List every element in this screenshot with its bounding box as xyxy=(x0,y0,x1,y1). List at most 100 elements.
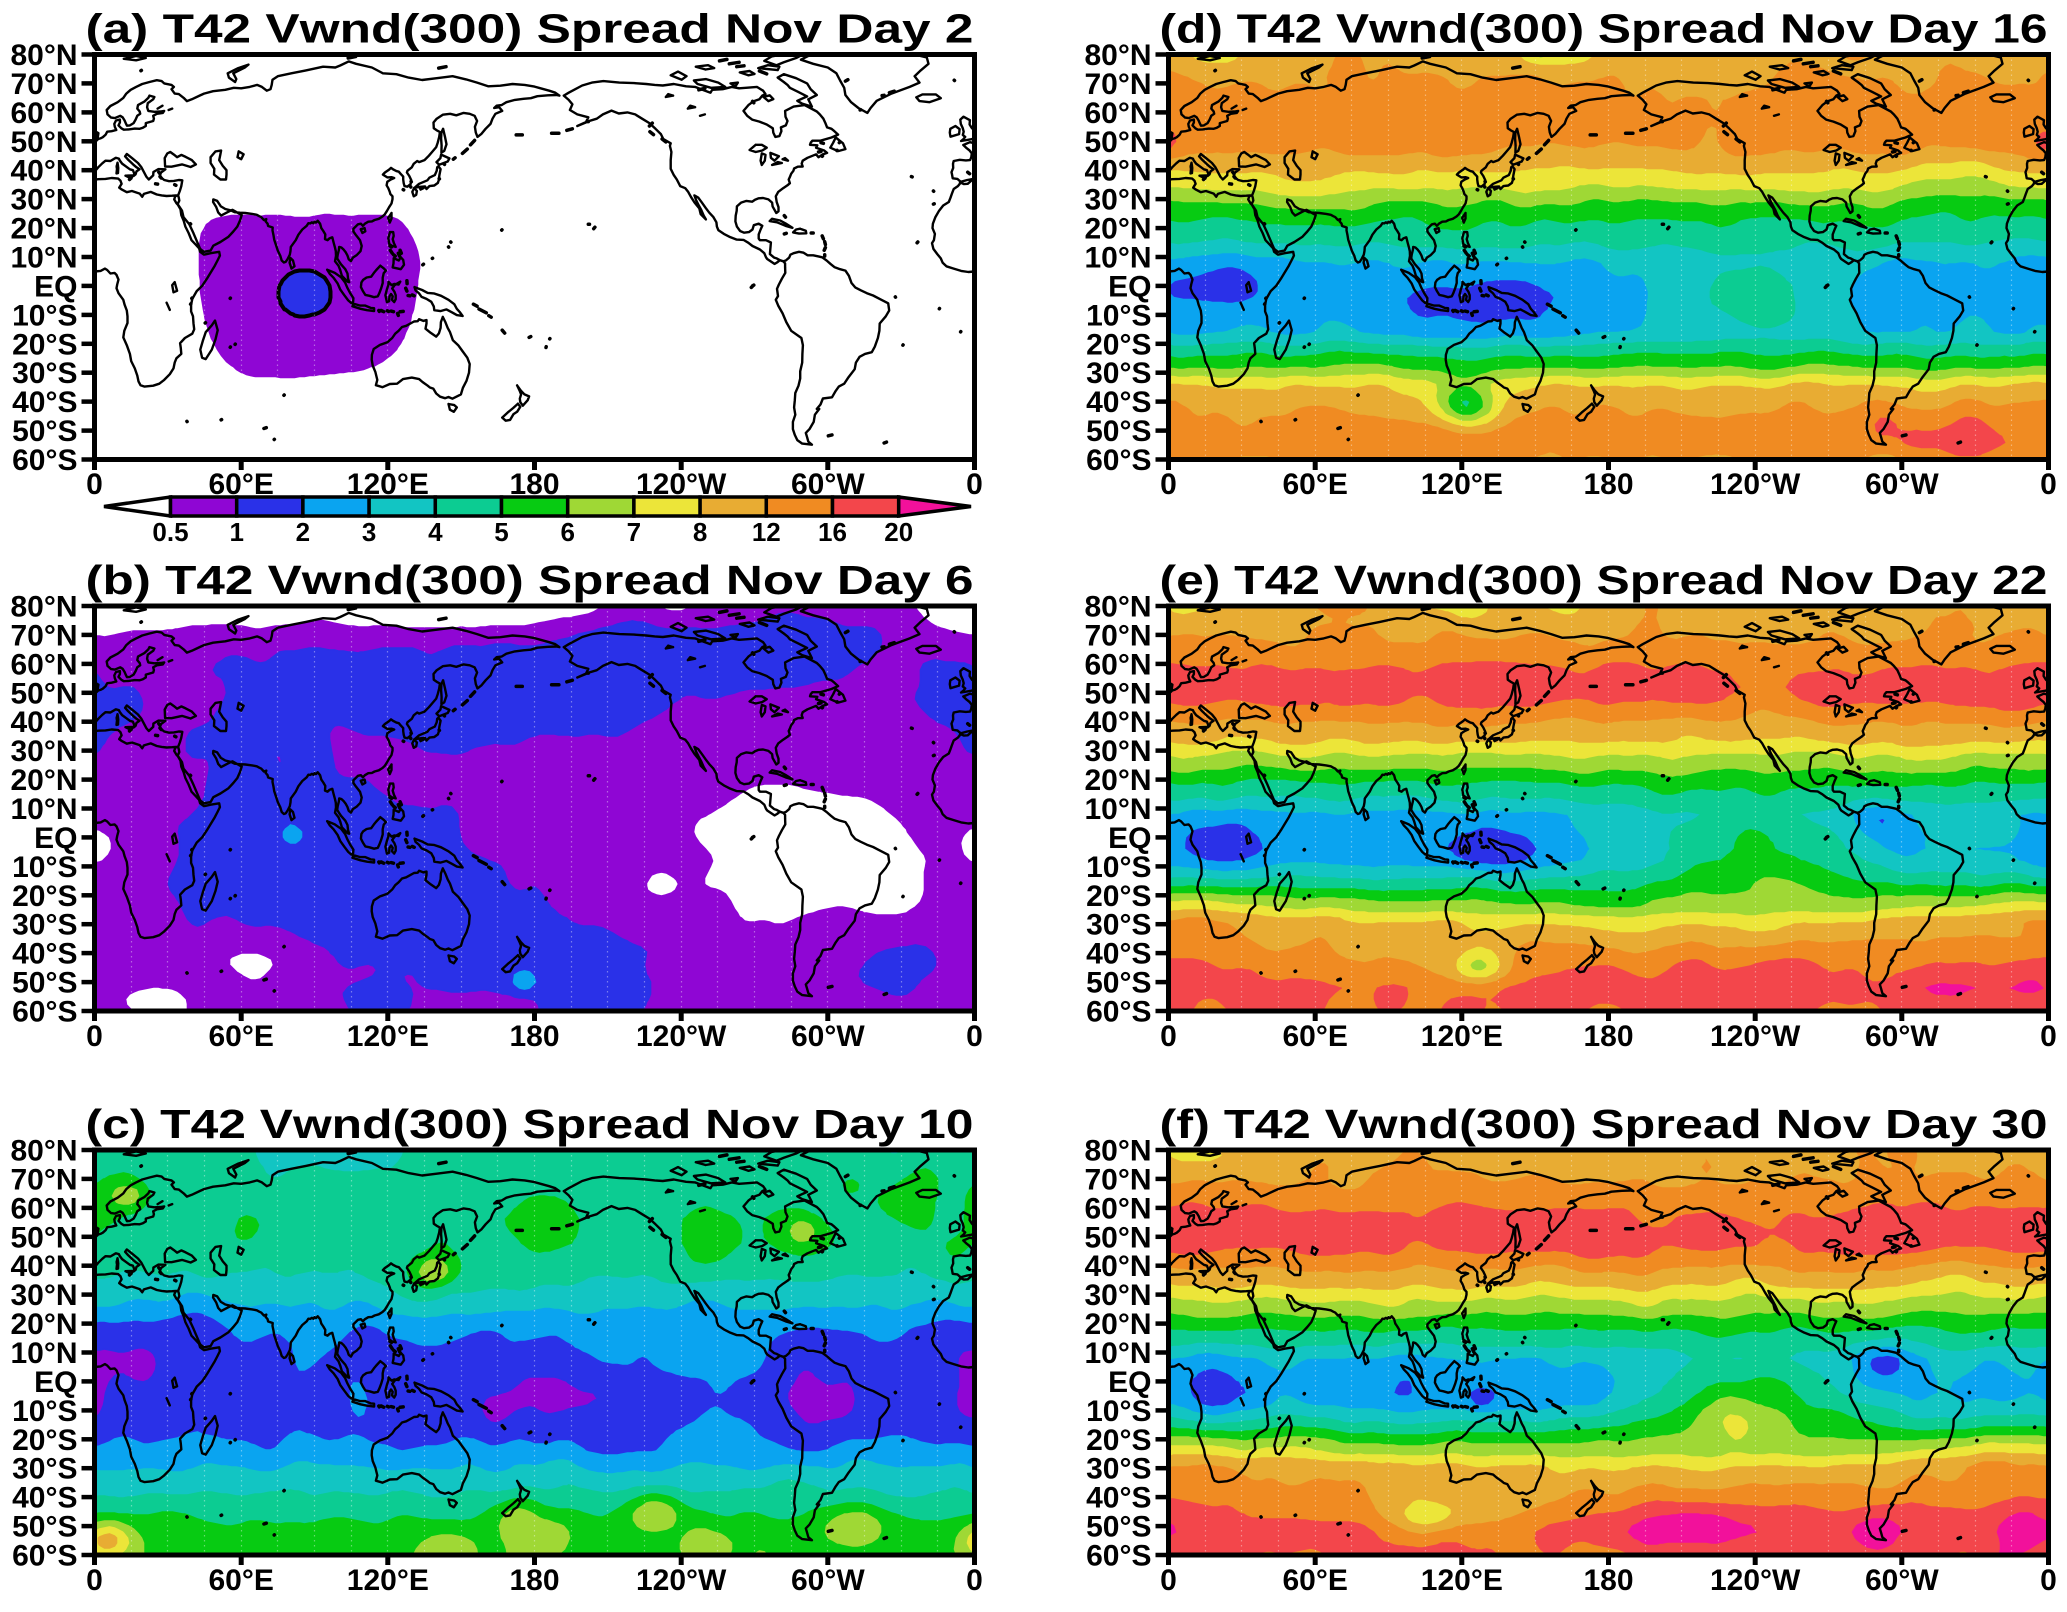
svg-text:60°S: 60°S xyxy=(12,444,77,477)
svg-text:40°N: 40°N xyxy=(1084,155,1151,188)
svg-text:40°S: 40°S xyxy=(12,1482,77,1515)
svg-text:40°N: 40°N xyxy=(1084,706,1151,739)
svg-text:(f) T42 Vwnd(300) Spread Nov D: (f) T42 Vwnd(300) Spread Nov Day 30 xyxy=(1160,1101,2048,1147)
svg-text:70°N: 70°N xyxy=(1084,619,1151,652)
svg-text:30°S: 30°S xyxy=(1086,909,1151,942)
svg-text:80°N: 80°N xyxy=(10,591,77,624)
svg-text:0: 0 xyxy=(2040,1564,2057,1597)
svg-text:40°S: 40°S xyxy=(1086,386,1151,419)
svg-text:40°S: 40°S xyxy=(12,938,77,971)
svg-text:EQ: EQ xyxy=(1108,1366,1151,1399)
svg-text:50°S: 50°S xyxy=(12,967,77,1000)
svg-text:10°N: 10°N xyxy=(10,242,77,275)
svg-text:180: 180 xyxy=(509,1564,559,1597)
svg-text:10°N: 10°N xyxy=(10,1337,77,1370)
svg-text:30°N: 30°N xyxy=(10,735,77,768)
svg-text:50°S: 50°S xyxy=(12,415,77,448)
svg-text:6: 6 xyxy=(560,517,574,547)
svg-text:70°N: 70°N xyxy=(10,1163,77,1196)
svg-text:5: 5 xyxy=(494,517,508,547)
svg-text:30°N: 30°N xyxy=(10,1279,77,1312)
svg-text:10°N: 10°N xyxy=(10,793,77,826)
svg-text:60°W: 60°W xyxy=(1865,1020,1939,1053)
svg-text:60°N: 60°N xyxy=(10,648,77,681)
svg-text:70°N: 70°N xyxy=(1084,68,1151,101)
svg-text:20°S: 20°S xyxy=(12,328,77,361)
svg-text:50°N: 50°N xyxy=(1084,1221,1151,1254)
svg-text:30°N: 30°N xyxy=(10,184,77,217)
svg-text:0: 0 xyxy=(1160,468,1177,501)
svg-text:0: 0 xyxy=(86,1020,103,1053)
svg-text:60°E: 60°E xyxy=(209,1564,274,1597)
svg-text:120°W: 120°W xyxy=(636,1020,727,1053)
svg-text:20°N: 20°N xyxy=(1084,213,1151,246)
svg-text:0: 0 xyxy=(2040,468,2057,501)
svg-text:120°W: 120°W xyxy=(1710,468,1801,501)
svg-text:20°S: 20°S xyxy=(1086,328,1151,361)
svg-text:20: 20 xyxy=(884,517,913,547)
svg-text:120°E: 120°E xyxy=(1421,468,1503,501)
svg-text:80°N: 80°N xyxy=(1084,39,1151,72)
svg-text:60°W: 60°W xyxy=(1865,1564,1939,1597)
svg-text:0: 0 xyxy=(966,468,983,501)
svg-text:30°S: 30°S xyxy=(12,909,77,942)
svg-text:(e) T42 Vwnd(300) Spread Nov D: (e) T42 Vwnd(300) Spread Nov Day 22 xyxy=(1160,557,2048,603)
svg-text:0: 0 xyxy=(966,1020,983,1053)
svg-text:50°N: 50°N xyxy=(10,677,77,710)
svg-text:40°N: 40°N xyxy=(10,706,77,739)
svg-text:10°N: 10°N xyxy=(1084,242,1151,275)
svg-text:(d) T42 Vwnd(300) Spread Nov D: (d) T42 Vwnd(300) Spread Nov Day 16 xyxy=(1160,6,2048,52)
svg-text:60°E: 60°E xyxy=(1283,1020,1348,1053)
svg-text:10°N: 10°N xyxy=(1084,1337,1151,1370)
svg-text:40°S: 40°S xyxy=(12,386,77,419)
svg-text:120°E: 120°E xyxy=(1421,1020,1503,1053)
svg-text:30°N: 30°N xyxy=(1084,1279,1151,1312)
svg-text:10°S: 10°S xyxy=(12,299,77,332)
svg-text:30°N: 30°N xyxy=(1084,184,1151,217)
svg-text:20°S: 20°S xyxy=(12,880,77,913)
svg-text:30°N: 30°N xyxy=(1084,735,1151,768)
svg-text:40°N: 40°N xyxy=(1084,1250,1151,1283)
svg-text:60°S: 60°S xyxy=(1086,1540,1151,1573)
svg-text:60°E: 60°E xyxy=(209,1020,274,1053)
svg-text:16: 16 xyxy=(818,517,847,547)
svg-text:30°S: 30°S xyxy=(12,357,77,390)
svg-text:80°N: 80°N xyxy=(10,39,77,72)
svg-text:20°S: 20°S xyxy=(12,1424,77,1457)
svg-text:40°S: 40°S xyxy=(1086,1482,1151,1515)
svg-text:20°N: 20°N xyxy=(1084,1308,1151,1341)
svg-text:60°N: 60°N xyxy=(1084,97,1151,130)
svg-text:40°N: 40°N xyxy=(10,1250,77,1283)
svg-text:80°N: 80°N xyxy=(1084,591,1151,624)
svg-text:50°S: 50°S xyxy=(1086,1511,1151,1544)
svg-text:60°E: 60°E xyxy=(1283,468,1348,501)
svg-text:70°N: 70°N xyxy=(10,68,77,101)
svg-text:(b) T42 Vwnd(300) Spread Nov D: (b) T42 Vwnd(300) Spread Nov Day 6 xyxy=(86,557,974,603)
svg-text:120°W: 120°W xyxy=(1710,1564,1801,1597)
svg-text:120°E: 120°E xyxy=(1421,1564,1503,1597)
svg-text:80°N: 80°N xyxy=(10,1135,77,1168)
svg-text:0.5: 0.5 xyxy=(152,517,188,547)
svg-text:70°N: 70°N xyxy=(1084,1163,1151,1196)
svg-text:0: 0 xyxy=(1160,1020,1177,1053)
svg-text:10°S: 10°S xyxy=(12,851,77,884)
svg-text:120°E: 120°E xyxy=(347,1564,429,1597)
svg-text:60°W: 60°W xyxy=(791,1564,865,1597)
svg-text:0: 0 xyxy=(86,468,103,501)
svg-text:10°S: 10°S xyxy=(1086,851,1151,884)
svg-text:10°S: 10°S xyxy=(1086,299,1151,332)
svg-text:120°E: 120°E xyxy=(347,1020,429,1053)
svg-text:20°N: 20°N xyxy=(10,213,77,246)
svg-text:1: 1 xyxy=(229,517,243,547)
svg-text:0: 0 xyxy=(2040,1020,2057,1053)
svg-text:10°S: 10°S xyxy=(1086,1395,1151,1428)
svg-text:(c) T42 Vwnd(300) Spread Nov D: (c) T42 Vwnd(300) Spread Nov Day 10 xyxy=(86,1101,974,1147)
svg-text:EQ: EQ xyxy=(1108,270,1151,303)
svg-text:80°N: 80°N xyxy=(1084,1135,1151,1168)
svg-text:EQ: EQ xyxy=(34,1366,77,1399)
svg-text:60°N: 60°N xyxy=(1084,648,1151,681)
svg-text:60°S: 60°S xyxy=(12,1540,77,1573)
svg-text:30°S: 30°S xyxy=(1086,357,1151,390)
svg-text:4: 4 xyxy=(428,517,443,547)
svg-text:180: 180 xyxy=(1583,1564,1633,1597)
